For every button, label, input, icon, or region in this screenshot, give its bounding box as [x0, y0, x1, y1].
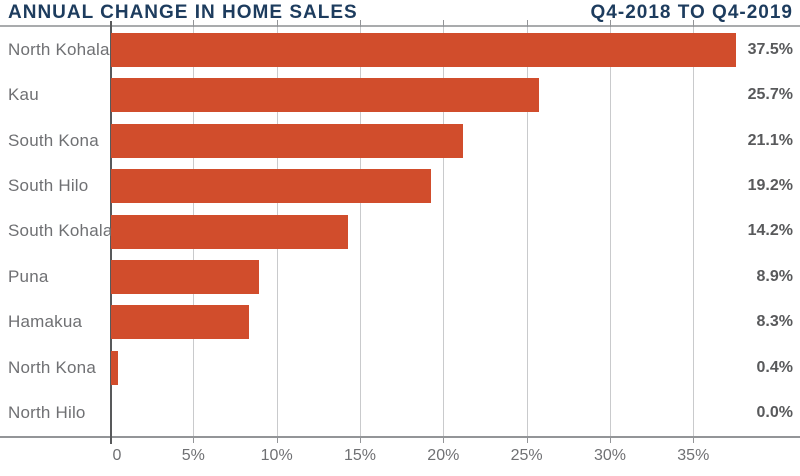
- tick-mark: [359, 20, 361, 27]
- category-label: North Kohala: [8, 39, 110, 59]
- value-label: 21.1%: [747, 131, 793, 149]
- tick-mark: [609, 436, 611, 443]
- chart-period: Q4-2018 TO Q4-2019: [590, 2, 793, 23]
- grid-line: [359, 27, 361, 436]
- tick-mark: [609, 20, 611, 27]
- value-label: 0.0%: [756, 404, 793, 422]
- value-label: 8.3%: [756, 313, 793, 331]
- x-tick-label: 15%: [343, 447, 376, 464]
- header-rule: [0, 25, 800, 27]
- x-tick-label: 30%: [593, 447, 626, 464]
- tick-mark: [193, 436, 195, 443]
- grid-line: [693, 27, 695, 436]
- x-tick-label: 25%: [510, 447, 543, 464]
- tick-mark: [276, 436, 278, 443]
- x-axis-line: [0, 436, 800, 438]
- tick-mark: [693, 20, 695, 27]
- grid-line: [526, 27, 528, 436]
- category-label: South Kona: [8, 130, 99, 150]
- category-label: Kau: [8, 85, 39, 105]
- value-label: 19.2%: [747, 177, 793, 195]
- bar: [111, 78, 540, 113]
- bar: [111, 32, 736, 67]
- value-label: 0.4%: [756, 358, 793, 376]
- x-tick-label: 10%: [260, 447, 293, 464]
- bar: [111, 259, 260, 294]
- x-tick-label: 20%: [427, 447, 460, 464]
- category-label: Hamakua: [8, 312, 83, 332]
- bar: [111, 350, 118, 385]
- bar: [111, 169, 431, 204]
- value-label: 14.2%: [747, 222, 793, 240]
- category-label: South Kohala: [8, 221, 113, 241]
- category-label: North Hilo: [8, 403, 86, 423]
- x-tick-label: 0: [112, 447, 122, 464]
- bar: [111, 305, 250, 340]
- tick-mark: [693, 436, 695, 443]
- bar: [111, 214, 348, 249]
- tick-mark: [526, 20, 528, 27]
- category-label: Puna: [8, 266, 49, 286]
- grid-line: [609, 27, 611, 436]
- value-label: 8.9%: [756, 267, 793, 285]
- tick-mark: [276, 20, 278, 27]
- bar: [111, 123, 463, 158]
- tick-mark: [193, 20, 195, 27]
- category-label: North Kona: [8, 357, 96, 377]
- tick-mark: [443, 20, 445, 27]
- grid-line: [443, 27, 445, 436]
- tick-mark: [443, 436, 445, 443]
- chart-title: ANNUAL CHANGE IN HOME SALES: [8, 2, 358, 23]
- value-label: 37.5%: [747, 40, 793, 58]
- category-label: South Hilo: [8, 176, 89, 196]
- tick-mark: [359, 436, 361, 443]
- x-tick-label: 5%: [181, 447, 205, 464]
- value-label: 25.7%: [747, 86, 793, 104]
- tick-mark: [526, 436, 528, 443]
- x-tick-label: 35%: [677, 447, 710, 464]
